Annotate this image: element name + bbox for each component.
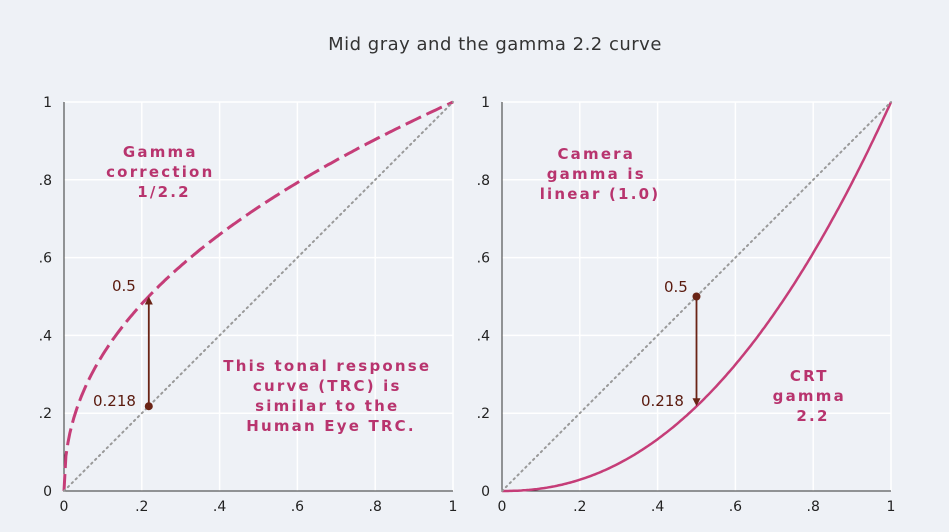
left-annotation-line: similar to the — [255, 397, 399, 415]
right-x-tick-label: 0 — [498, 499, 507, 515]
left-x-tick-label: .6 — [291, 499, 304, 515]
left-marker-dot — [144, 402, 153, 411]
right-y-tick-label: .4 — [477, 328, 490, 344]
right-annotation-line: 2.2 — [796, 407, 829, 425]
left-series — [62, 100, 454, 492]
left-annotation-line: curve (TRC) is — [253, 377, 402, 395]
right-x-tick-label: .8 — [807, 499, 820, 515]
left-axes — [63, 102, 453, 492]
left-tick-labels: 0 .2 .4 .6 .8 1 0 .2 .4 .6 .8 1 — [39, 95, 458, 515]
left-y-tick-label: .6 — [39, 251, 52, 267]
right-marker-dot — [692, 292, 701, 301]
left-y-tick-label: .2 — [39, 406, 52, 422]
left-x-tick-label: 1 — [449, 499, 458, 515]
right-bottom-value-label: 0.218 — [641, 392, 684, 410]
right-grid — [502, 101, 892, 491]
left-y-tick-label: 1 — [43, 95, 52, 111]
right-y-tick-label: 1 — [481, 95, 490, 111]
right-annotation-line: CRT — [790, 367, 829, 385]
left-grid — [64, 101, 454, 491]
right-axes — [501, 102, 891, 492]
right-annotation-line: Camera — [557, 145, 635, 163]
right-series-line — [502, 101, 893, 493]
right-annotation-line: gamma — [773, 387, 846, 405]
left-series-line — [62, 100, 454, 492]
right-top-value-label: 0.5 — [664, 278, 688, 296]
left-top-value-label: 0.5 — [112, 277, 136, 295]
right-x-tick-label: .2 — [573, 499, 586, 515]
right-annotation-crt: CRT gamma 2.2 — [773, 367, 854, 425]
left-annotation-gamma-correction: Gamma correction 1/2.2 — [106, 143, 222, 201]
right-annotation-line: gamma is — [547, 165, 646, 183]
left-y-tick-label: .8 — [39, 173, 52, 189]
left-series-line — [63, 101, 454, 492]
right-y-tick-label: .8 — [477, 173, 490, 189]
right-y-tick-label: 0 — [481, 484, 490, 500]
right-y-tick-label: .2 — [477, 406, 490, 422]
left-annotations: Gamma correction 1/2.2 This tonal respon… — [106, 143, 438, 435]
right-x-tick-label: .4 — [651, 499, 664, 515]
left-markers — [144, 402, 153, 411]
left-annotation-line: 1/2.2 — [137, 183, 191, 201]
left-annotation-line: This tonal response — [223, 357, 431, 375]
right-tick-labels: 0 .2 .4 .6 .8 1 0 .2 .4 .6 .8 1 — [477, 95, 896, 515]
right-x-tick-label: 1 — [887, 499, 896, 515]
right-markers — [692, 292, 701, 301]
right-annotation-camera: Camera gamma is linear (1.0) — [540, 145, 661, 203]
left-annotation-line: Human Eye TRC. — [246, 417, 416, 435]
right-value-labels: 0.5 0.218 — [641, 278, 688, 410]
left-y-tick-label: .4 — [39, 328, 52, 344]
left-annotation-line: correction — [106, 163, 214, 181]
right-chart: 0 .2 .4 .6 .8 1 0 .2 .4 .6 .8 1 0.5 0.218 Camera ga… — [477, 95, 896, 515]
left-annotation-line: Gamma — [123, 143, 198, 161]
left-annotation-trc: This tonal response curve (TRC) is simil… — [223, 357, 438, 435]
right-annotations: Camera gamma is linear (1.0) CRT gamma 2… — [540, 145, 854, 425]
figure-title: Mid gray and the gamma 2.2 curve — [328, 34, 662, 55]
left-bottom-value-label: 0.218 — [93, 392, 136, 410]
left-y-tick-label: 0 — [43, 484, 52, 500]
right-y-tick-label: .6 — [477, 251, 490, 267]
left-value-labels: 0.5 0.218 — [93, 277, 136, 410]
left-x-tick-label: .8 — [369, 499, 382, 515]
left-x-tick-label: .2 — [135, 499, 148, 515]
left-x-tick-label: 0 — [60, 499, 69, 515]
right-annotation-line: linear (1.0) — [540, 185, 661, 203]
left-chart: 0 .2 .4 .6 .8 1 0 .2 .4 .6 .8 1 0.5 0.218 Gamma cor… — [39, 95, 458, 515]
right-x-tick-label: .6 — [729, 499, 742, 515]
left-x-tick-label: .4 — [213, 499, 226, 515]
